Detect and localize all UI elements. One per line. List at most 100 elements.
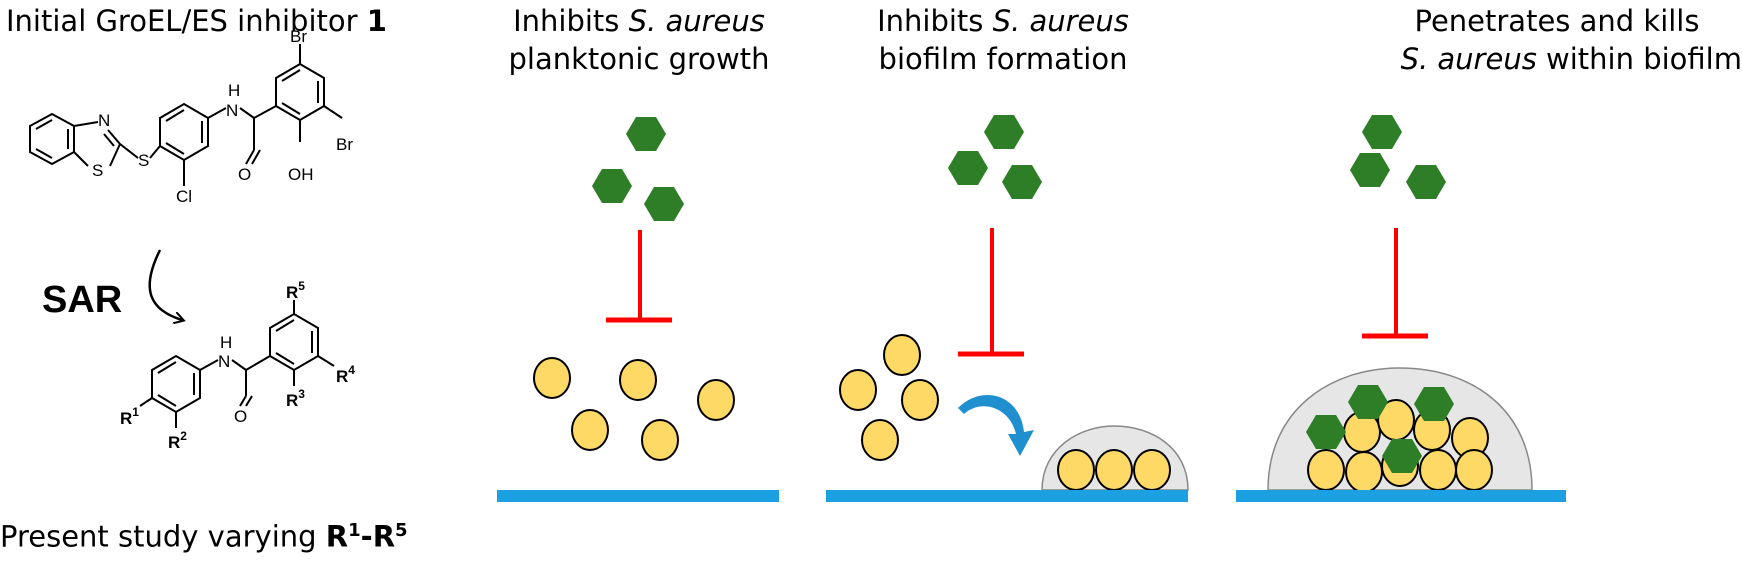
inhibitor-hexagon <box>1348 385 1388 419</box>
sar-curved-arrow <box>148 249 182 320</box>
compound1-dibromophenol-ring <box>275 62 325 122</box>
left-footer-prefix: Present study varying <box>0 519 326 554</box>
bacterium-cell <box>619 359 657 401</box>
bacterium-cell <box>861 419 899 461</box>
inhibitor-hexagon <box>1002 165 1042 199</box>
panel-1-inhibitors <box>592 117 684 221</box>
bacterium-cell <box>901 379 939 421</box>
panel-3-inhibitors-inside <box>1306 385 1454 473</box>
scaffold-benzamide-ring <box>269 312 319 372</box>
curved-arrow-icon <box>958 395 1034 456</box>
bacterium-cell <box>1345 451 1383 493</box>
left-footer-r5-sup: 5 <box>395 520 408 541</box>
inhibitor-hexagon <box>1414 387 1454 421</box>
bacterium-cell <box>1133 449 1171 491</box>
left-footer-r1: R <box>325 519 349 554</box>
compound-1-atom-labels: Br Br H N O OH S N S Cl <box>92 27 353 206</box>
inhibitor-hexagon <box>1382 439 1422 473</box>
panel-1-bacteria <box>533 357 735 461</box>
left-footer-r5: R <box>372 519 396 554</box>
inhibitor-hexagon <box>984 115 1024 149</box>
scaffold-o: O <box>234 407 247 426</box>
surface <box>497 490 779 502</box>
compound1-cl: Cl <box>176 187 192 206</box>
scaffold-r4: R4 <box>336 363 355 386</box>
panel-2-title-line1: Inhibits S. aureus <box>832 2 1174 40</box>
bacterium-cell <box>697 379 735 421</box>
panel-3-title-line2: S. aureus within biofilm <box>1362 40 1742 78</box>
scaffold-nh: H <box>220 333 232 352</box>
bacterium-cell <box>1419 449 1457 491</box>
panel-3-line1-suffix: Penetrates and kills <box>1414 4 1700 38</box>
compound1-s-link: S <box>138 151 149 170</box>
inhibitor-hexagon <box>1306 415 1346 449</box>
scaffold-r1: R1 <box>120 405 139 428</box>
sar-label: SAR <box>42 279 122 321</box>
left-footer-r1-sup: 1 <box>348 520 361 541</box>
scaffold-heteroatom-labels: H N O <box>218 333 247 426</box>
inhibitor-hexagon <box>644 187 684 221</box>
inhibitor-hexagon <box>592 169 632 203</box>
compound1-br-right: Br <box>336 135 353 154</box>
scaffold-r5: R5 <box>286 279 305 302</box>
compound1-s-ring: S <box>92 161 103 180</box>
inhibitor-hexagon <box>626 117 666 151</box>
left-title: Initial GroEL/ES inhibitor 1 <box>6 2 387 40</box>
scaffold-aniline-ring <box>151 354 201 414</box>
panel-1-line2-suffix: planktonic growth <box>508 42 770 76</box>
compound1-n-amide: N <box>226 101 238 120</box>
panel-2-line1-prefix: Inhibits <box>877 4 993 38</box>
panel-1-line1-prefix: Inhibits <box>513 4 629 38</box>
panel-2-biofilm-bacteria <box>1057 449 1171 491</box>
panel-3-line2-italic: S. aureus <box>1400 42 1537 76</box>
panel-2-inhibitors <box>948 115 1042 199</box>
bacterium-cell <box>641 419 679 461</box>
bacterium-cell <box>1455 449 1493 491</box>
panel-1-title: Inhibits S. aureus planktonic growth <box>480 2 798 78</box>
panel-2-line2-suffix: biofilm formation <box>878 42 1128 76</box>
panel-1-title-line2: planktonic growth <box>480 40 798 78</box>
inhibitor-hexagon <box>1350 153 1390 187</box>
panel-2-title: Inhibits S. aureus biofilm formation <box>832 2 1174 78</box>
compound1-nh: H <box>228 81 240 100</box>
compound-1-structure <box>29 44 343 186</box>
compound1-chlorophenyl-ring <box>159 102 209 162</box>
panel-1-title-line1: Inhibits S. aureus <box>480 2 798 40</box>
surface <box>826 490 1188 502</box>
panel-3-title: Penetrates and kills S. aureus within bi… <box>1362 2 1742 78</box>
left-title-compound-number: 1 <box>366 4 387 38</box>
left-title-prefix: Initial GroEL/ES inhibitor <box>6 4 367 38</box>
bacterium-cell <box>1095 449 1133 491</box>
scaffold-atom-labels: R5 R4 R3 R1 R2 <box>120 279 355 452</box>
panel-3-title-line1: Penetrates and kills <box>1362 2 1742 40</box>
left-footer: Present study varying R1-R5 <box>0 512 408 556</box>
bacterium-cell <box>1307 449 1345 491</box>
panel-1-line1-italic: S. aureus <box>628 4 765 38</box>
scaffold-structure <box>139 300 335 428</box>
compound1-oh: OH <box>288 165 314 184</box>
compound1-n-ring: N <box>98 111 110 130</box>
inhibitor-hexagon <box>1406 165 1446 199</box>
bacterium-cell <box>839 369 877 411</box>
scaffold-r2: R2 <box>168 429 187 452</box>
panel-3-inhibitors-outside <box>1350 115 1446 199</box>
panel-2-line1-italic: S. aureus <box>992 4 1129 38</box>
compound1-br-top: Br <box>290 27 307 46</box>
panel-2-bacteria <box>839 334 939 461</box>
panel-1 <box>497 117 779 502</box>
bacterium-cell <box>883 334 921 376</box>
bacterium-cell <box>571 409 609 451</box>
compound1-o: O <box>238 165 251 184</box>
bacterium-cell <box>533 357 571 399</box>
panel-3 <box>1236 115 1566 502</box>
surface <box>1236 490 1566 502</box>
panel-2 <box>826 115 1189 502</box>
inhibitor-hexagon <box>1362 115 1402 149</box>
bacterium-cell <box>1057 449 1095 491</box>
inhibitor-hexagon <box>948 151 988 185</box>
scaffold-n-amide: N <box>218 352 230 371</box>
scaffold-r3: R3 <box>286 387 305 410</box>
left-footer-dash: - <box>360 519 373 554</box>
panel-3-line2-suffix: within biofilm <box>1536 42 1742 76</box>
